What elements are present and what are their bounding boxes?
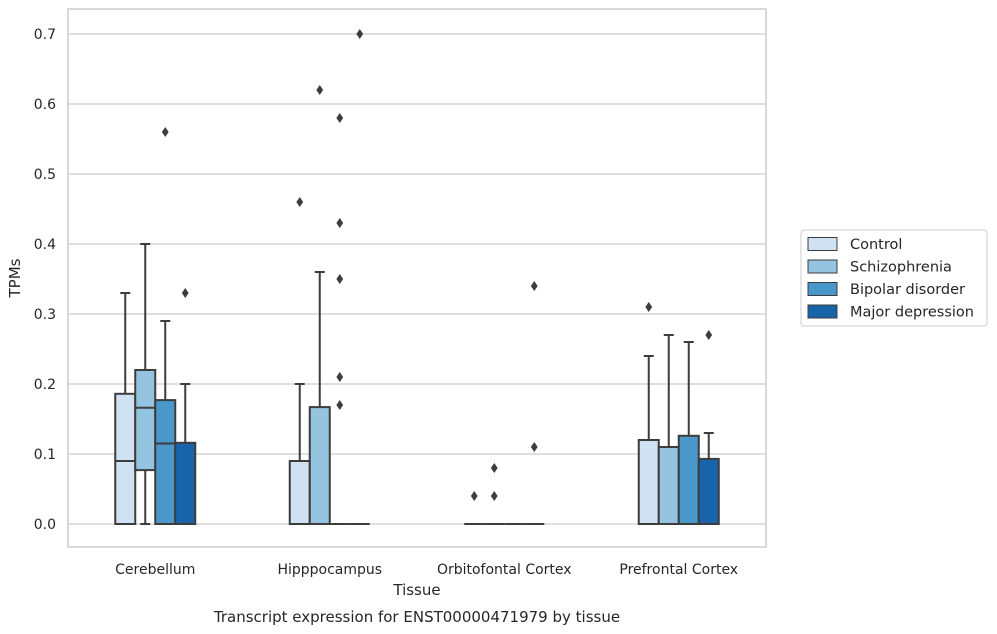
outlier-point [705, 330, 713, 340]
outlier-point [161, 127, 169, 137]
legend-swatch [807, 282, 838, 296]
outlier-point [470, 491, 478, 501]
outlier-point [356, 29, 364, 39]
box-body [657, 446, 680, 525]
x-axis-label: Tissue [392, 581, 440, 599]
y-tick-label: 0.2 [34, 377, 56, 393]
box-body [697, 457, 720, 525]
box-body [288, 460, 311, 525]
box-body [174, 441, 197, 525]
box [329, 113, 350, 525]
box-series [114, 29, 720, 526]
outlier-point [645, 302, 653, 312]
outlier-point [336, 400, 344, 410]
box [464, 491, 485, 525]
y-tick-label: 0.5 [34, 167, 56, 183]
box [677, 341, 700, 525]
y-tick-label: 0.1 [34, 447, 56, 463]
box-body [637, 439, 660, 525]
box [484, 463, 505, 525]
outlier-point [530, 281, 538, 291]
legend-label: Bipolar disorder [850, 282, 965, 298]
legend-swatch [807, 237, 838, 251]
outlier-point [336, 218, 344, 228]
outlier-point [530, 442, 538, 452]
box-body [154, 399, 177, 526]
box [174, 288, 197, 525]
outlier-point [490, 491, 498, 501]
outlier-point [296, 197, 304, 207]
y-tick-label: 0.6 [34, 97, 56, 113]
outlier-point [490, 463, 498, 473]
outlier-point [316, 85, 324, 95]
legend-label: Major depression [850, 305, 974, 321]
box [308, 85, 331, 526]
box-body [134, 369, 157, 472]
box-body [677, 434, 700, 525]
x-tick-label: Prefrontal Cortex [619, 562, 738, 578]
box-body [114, 392, 137, 525]
outlier-point [336, 274, 344, 284]
y-axis-label: TPMs [6, 258, 24, 298]
legend-swatch [807, 304, 838, 319]
box [637, 302, 660, 525]
outlier-point [181, 288, 189, 298]
box-body [308, 406, 331, 526]
box [524, 281, 545, 525]
legend: Control Schizophrenia Bipolar disorder Majo… [800, 229, 988, 327]
x-tick-label: Orbitofontal Cortex [437, 562, 572, 578]
outlier-point [336, 372, 344, 382]
x-tick-label: Hipppocampus [277, 562, 382, 578]
y-tick-label: 0.7 [34, 27, 56, 43]
y-tick-labels: 0.0 0.1 0.2 0.3 0.4 0.5 0.6 0.7 [34, 27, 56, 533]
y-tick-label: 0.4 [34, 237, 56, 253]
legend-swatch [807, 259, 838, 274]
legend-label: Control [850, 237, 902, 253]
box [697, 330, 720, 525]
box [349, 29, 370, 525]
y-tick-label: 0.0 [34, 517, 56, 533]
y-tick-label: 0.3 [34, 307, 56, 323]
legend-label: Schizophrenia [850, 260, 952, 276]
x-tick-label: Cerebellum [115, 562, 195, 578]
x-tick-labels: Cerebellum Hipppocampus Orbitofontal Corte… [115, 562, 738, 578]
chart-caption: Transcript expression for ENST0000047197… [213, 608, 620, 626]
outlier-point [336, 113, 344, 123]
legend-frame [800, 229, 988, 327]
